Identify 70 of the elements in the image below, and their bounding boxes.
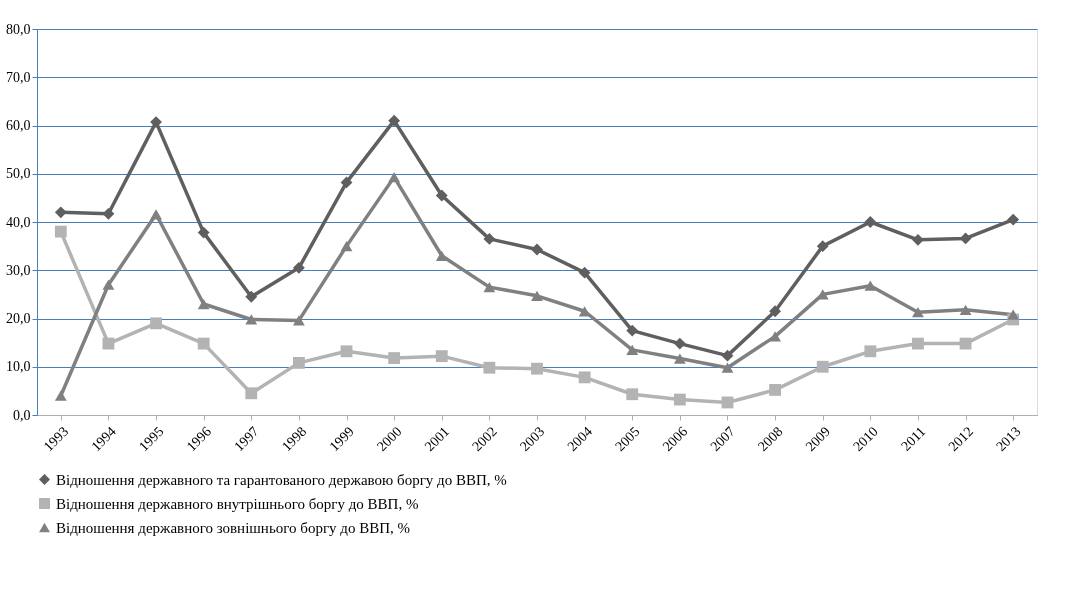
point xyxy=(102,337,115,350)
point xyxy=(864,216,877,228)
point xyxy=(54,390,67,401)
point xyxy=(388,114,401,127)
point xyxy=(626,344,639,355)
point xyxy=(197,337,210,350)
point xyxy=(245,290,258,303)
point xyxy=(816,360,829,373)
y-tick-label: 20,0 xyxy=(6,311,31,326)
y-tick-label: 10,0 xyxy=(6,359,31,375)
point xyxy=(769,383,782,396)
point xyxy=(340,345,353,358)
point xyxy=(626,388,639,401)
point xyxy=(197,226,210,239)
point xyxy=(54,225,67,238)
point xyxy=(292,261,305,274)
y-tick-label: 60,0 xyxy=(6,118,31,133)
point xyxy=(769,305,782,318)
legend-label: Відношення державного зовнішнього боргу до ВВП, % xyxy=(56,519,411,536)
point xyxy=(292,356,305,369)
point xyxy=(340,176,353,189)
point xyxy=(959,337,972,350)
x-tick-label: 2011 xyxy=(898,423,929,454)
point xyxy=(150,317,162,330)
point xyxy=(721,362,734,373)
point xyxy=(673,337,686,350)
point xyxy=(245,314,258,325)
point xyxy=(150,209,162,220)
y-tick-label: 30,0 xyxy=(6,262,31,278)
point xyxy=(1007,213,1020,226)
point xyxy=(388,172,401,183)
point xyxy=(245,387,258,400)
point xyxy=(340,241,353,252)
point xyxy=(435,250,448,261)
point xyxy=(483,282,496,293)
point xyxy=(483,361,496,374)
point xyxy=(54,206,67,219)
point xyxy=(721,349,734,362)
y-tick-label: 80,0 xyxy=(6,21,31,37)
point xyxy=(864,280,877,291)
point xyxy=(673,353,686,364)
point xyxy=(531,290,543,301)
point xyxy=(626,324,639,337)
point xyxy=(578,371,591,384)
point xyxy=(150,116,162,129)
point xyxy=(483,232,496,245)
point xyxy=(531,243,543,256)
y-tick-label: 40,0 xyxy=(6,214,31,230)
point xyxy=(912,337,924,350)
point xyxy=(816,240,829,253)
y-tick-label: 50,0 xyxy=(6,166,31,182)
point xyxy=(1007,309,1020,320)
point xyxy=(912,233,924,246)
point xyxy=(578,266,591,279)
y-tick-label: 0,0 xyxy=(13,407,31,423)
point xyxy=(102,279,115,290)
point xyxy=(292,315,305,326)
point xyxy=(388,352,401,364)
point xyxy=(531,362,543,375)
point xyxy=(959,304,972,315)
point xyxy=(435,350,448,363)
legend-label: Відношення державного та гарантованого державою боргу до ВВП, % xyxy=(56,471,507,488)
point xyxy=(673,393,686,406)
point xyxy=(769,331,782,342)
point xyxy=(864,345,877,358)
y-tick-label: 70,0 xyxy=(6,69,31,85)
point xyxy=(197,298,210,310)
point xyxy=(435,189,448,202)
point xyxy=(912,307,924,318)
legend-label: Відношення державного внутрішнього боргу до ВВП, % xyxy=(56,495,419,512)
